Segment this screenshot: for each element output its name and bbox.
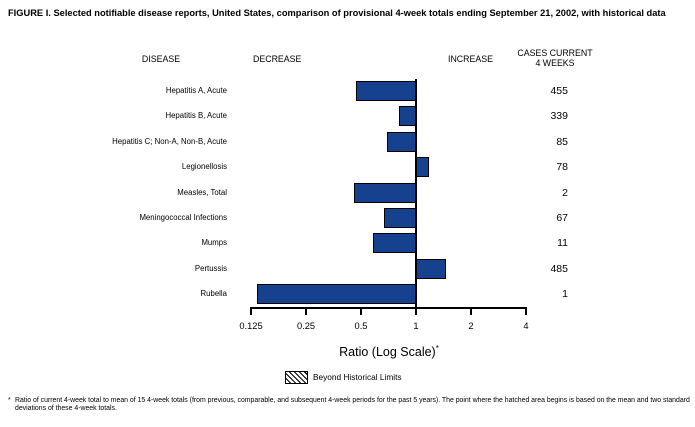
column-header-increase: INCREASE <box>448 54 493 64</box>
column-header-disease: DISEASE <box>141 54 181 64</box>
axis-tick-label: 0.125 <box>239 321 263 331</box>
cases-value: 85 <box>556 135 568 148</box>
figure-title: FIGURE I. Selected notifiable disease re… <box>8 8 666 18</box>
ratio-bar <box>399 106 416 127</box>
axis-tick <box>305 309 307 315</box>
disease-label: Legionellosis <box>181 162 227 172</box>
ratio-1-baseline <box>415 79 417 308</box>
ratio-bar <box>257 284 416 305</box>
x-axis-label-text: Ratio (Log Scale) <box>339 345 436 360</box>
column-header-decrease: DECREASE <box>253 54 302 64</box>
cases-value: 455 <box>550 85 568 97</box>
cases-value: 1 <box>562 288 568 301</box>
axis-tick <box>415 309 417 315</box>
legend-label: Beyond Historical Limits <box>313 372 402 382</box>
x-axis-label: Ratio (Log Scale)* <box>251 341 527 360</box>
ratio-bar <box>386 131 416 152</box>
disease-label: Mumps <box>201 238 227 248</box>
cases-value: 485 <box>550 262 568 275</box>
axis-tick <box>250 309 252 315</box>
axis-tick-label: 4 <box>523 321 529 331</box>
hatched-swatch <box>285 371 308 384</box>
ratio-bar <box>416 258 447 279</box>
ratio-bar <box>372 233 416 254</box>
cases-value: 339 <box>550 110 568 123</box>
disease-label: Rubella <box>200 289 227 299</box>
cases-value: 11 <box>557 237 568 250</box>
disease-label: Hepatitis C; Non-A, Non-B, Acute <box>112 136 227 146</box>
disease-label: Hepatitis B, Acute <box>165 111 227 121</box>
footnote: * Ratio of current 4-week total to mean … <box>8 397 690 413</box>
axis-tick-label: 1 <box>413 321 419 331</box>
axis-tick-label: 0.5 <box>354 321 368 331</box>
axis-tick <box>525 309 527 315</box>
x-axis-label-footnote-marker: * <box>435 344 439 353</box>
disease-label: Hepatitis A, Acute <box>165 86 227 95</box>
axis-tick-label: 2 <box>468 321 474 331</box>
axis-tick <box>360 309 362 315</box>
column-header-cases-line2: 4 WEEKS <box>535 57 575 68</box>
ratio-bar <box>416 157 430 178</box>
cases-value: 67 <box>556 212 568 224</box>
ratio-bar <box>384 208 416 228</box>
axis-tick <box>470 309 472 315</box>
footnote-text: Ratio of current 4-week total to mean of… <box>15 397 690 412</box>
disease-label: Meningococcal Infections <box>139 213 227 222</box>
disease-label: Measles, Total <box>177 187 227 197</box>
ratio-bar <box>354 182 416 203</box>
axis-tick-label: 0.25 <box>296 321 316 331</box>
disease-label: Pertussis <box>194 263 227 273</box>
column-header-cases-line1: CASES CURRENT <box>517 48 593 58</box>
cases-value: 78 <box>556 161 568 174</box>
column-header-cases: CASES CURRENT 4 WEEKS <box>505 48 605 68</box>
ratio-bar <box>356 81 416 101</box>
cases-value: 2 <box>562 186 568 199</box>
x-axis-line <box>250 307 527 309</box>
footnote-marker: * <box>8 397 11 404</box>
